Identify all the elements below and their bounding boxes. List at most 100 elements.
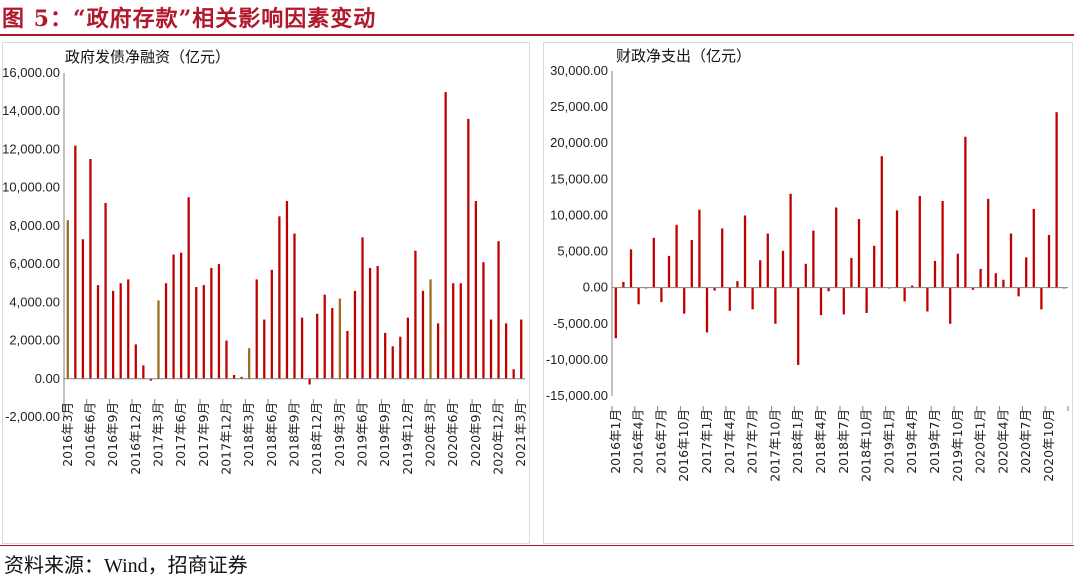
y-tick-label: 8,000.00 [9,218,60,233]
bar-2016-08 [667,255,671,288]
x-tick-label: 2018年3月 [241,402,256,467]
bar-2017-07 [751,287,754,310]
y-tick-label: -15,000.00 [546,388,608,403]
bar-2018-03 [248,348,251,379]
bar-2016-07 [660,287,663,303]
bar-2020-11 [489,319,493,379]
bar-2019-09 [949,287,952,324]
bar-2017-03 [157,300,160,379]
bar-2019-03 [903,287,906,302]
y-tick-label: -10,000.00 [546,352,608,367]
bar-2017-09 [202,285,205,379]
x-tick-label: 2016年3月 [60,402,75,467]
x-tick-label: 2016年1月 [608,409,623,474]
source-note: 资料来源：Wind，招商证券 [4,555,248,577]
bar-2019-11 [964,136,967,288]
bar-2019-03 [338,298,341,379]
bar-2019-05 [918,195,921,288]
bar-2019-07 [933,260,937,288]
x-tick-label: 2017年9月 [196,402,211,467]
bar-2017-06 [180,252,183,379]
bar-2017-11 [781,250,785,288]
figure-title: 图 5：“政府存款”相关影响因素变动 [2,6,377,32]
bar-2020-06 [1017,287,1020,297]
y-tick-label: 14,000.00 [3,103,60,118]
bar-2017-01 [705,287,709,333]
bar-2019-08 [941,201,944,288]
bar-2017-07 [187,197,190,379]
bar-2020-01 [979,268,982,288]
bar-2020-03 [994,273,997,288]
bar-2021-01 [504,323,508,379]
bar-2018-10 [865,287,868,313]
bar-2021-02 [512,369,515,379]
bar-2020-09 [474,201,478,379]
bar-2018-11 [308,378,311,385]
bar-2020-09 [1040,287,1043,310]
y-tick-label: 6,000.00 [9,256,60,271]
bar-2019-04 [911,285,914,288]
bar-2020-04 [1002,279,1005,288]
x-tick-label: 2018年10月 [859,409,874,482]
bar-2019-06 [926,287,929,312]
bar-2016-06 [652,237,655,288]
y-tick-label: 20,000.00 [550,135,608,150]
bar-2018-09 [293,233,296,379]
bar-2018-03 [812,230,815,288]
bar-2018-07 [842,287,845,315]
bar-2016-02 [622,281,625,288]
x-tick-label: 2018年7月 [836,409,851,474]
title-rule [0,34,1074,36]
x-tick-label: 2019年10月 [950,409,965,482]
bar-2018-10 [300,317,304,379]
x-tick-label: 2017年4月 [722,409,737,474]
x-tick-label: 2020年4月 [995,409,1010,474]
bar-2016-12 [134,344,137,379]
x-tick-label: 2020年10月 [1041,409,1056,482]
bar-2016-04 [637,287,640,305]
x-tick-label: 2018年12月 [309,402,324,475]
bar-2020-04 [436,323,440,379]
x-tick-label: 2018年6月 [264,402,279,467]
source-rule [0,545,1074,546]
bar-2019-02 [895,210,899,288]
bar-2020-08 [1032,208,1035,288]
bar-2019-09 [384,332,387,379]
chart-panel-bond-financing: 政府发债净融资（亿元） 16,000.00 14,000.00 12,000.00 10… [2,42,530,544]
bar-2016-03 [66,220,69,379]
bar-2020-12 [497,241,500,379]
bar-2018-09 [857,219,861,288]
bar-2017-08 [759,260,762,288]
bar-2017-12 [789,193,792,288]
bar-2019-05 [353,290,357,379]
x-tick-label: 2019年7月 [927,409,942,474]
chart-title: 政府发债净融资（亿元） [65,48,230,66]
bar-2016-12 [698,209,701,288]
bar-2018-05 [263,319,266,379]
x-tick-label: 2017年10月 [767,409,782,482]
bar-2017-12 [225,340,228,379]
bar-2017-04 [728,287,731,311]
x-tick-label: 2019年6月 [355,402,370,467]
bar-2016-10 [119,283,122,379]
x-tick-label: 2019年1月 [881,409,896,474]
bar-2016-09 [111,290,115,379]
x-tick-label: 2017年1月 [699,409,714,474]
x-tick-label: 2017年3月 [150,402,165,467]
x-tick-label: 2019年3月 [332,402,347,467]
bar-2017-10 [210,267,213,379]
bar-2018-12 [880,156,883,288]
x-tick-label: 2016年7月 [653,409,668,474]
y-tick-label: 2,000.00 [9,333,60,348]
bar-2020-01 [414,250,417,379]
y-tick-label: 12,000.00 [3,141,60,156]
y-tick-label: 5,000.00 [557,244,608,259]
x-tick-label: 2020年9月 [468,402,483,467]
x-tick-label: 2021年3月 [513,402,528,467]
bar-2019-01 [323,294,326,379]
bar-2020-11 [1055,112,1058,288]
bar-2020-10 [482,262,485,379]
bar-2017-05 [172,254,175,379]
bar-2016-03 [629,249,633,288]
y-tick-label: 16,000.00 [3,65,60,80]
